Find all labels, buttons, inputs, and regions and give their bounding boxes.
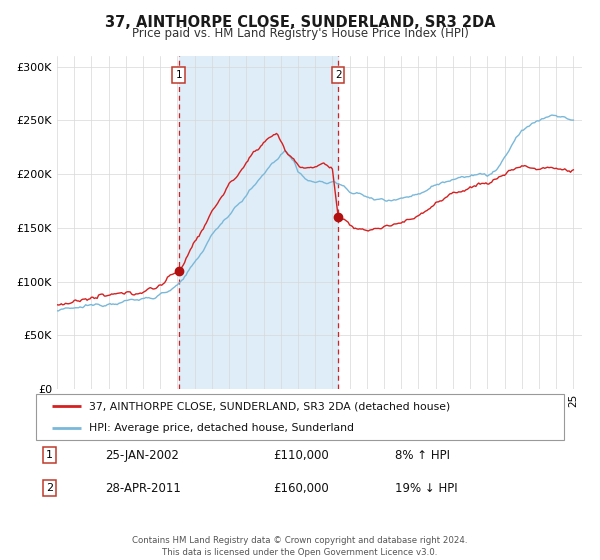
Text: £110,000: £110,000 [274,449,329,462]
Text: 28-APR-2011: 28-APR-2011 [104,482,181,495]
Text: £160,000: £160,000 [274,482,329,495]
Text: 37, AINTHORPE CLOSE, SUNDERLAND, SR3 2DA: 37, AINTHORPE CLOSE, SUNDERLAND, SR3 2DA [105,15,495,30]
Text: Contains HM Land Registry data © Crown copyright and database right 2024.
This d: Contains HM Land Registry data © Crown c… [132,536,468,557]
Text: 25-JAN-2002: 25-JAN-2002 [104,449,179,462]
Text: 2: 2 [46,483,53,493]
Text: 19% ↓ HPI: 19% ↓ HPI [395,482,458,495]
Text: 1: 1 [46,450,53,460]
Bar [179,56,338,389]
Text: Price paid vs. HM Land Registry's House Price Index (HPI): Price paid vs. HM Land Registry's House … [131,27,469,40]
FancyBboxPatch shape [36,394,564,440]
Text: 2: 2 [335,71,341,80]
Text: HPI: Average price, detached house, Sunderland: HPI: Average price, detached house, Sund… [89,423,354,433]
Text: 8% ↑ HPI: 8% ↑ HPI [395,449,450,462]
Text: 37, AINTHORPE CLOSE, SUNDERLAND, SR3 2DA (detached house): 37, AINTHORPE CLOSE, SUNDERLAND, SR3 2DA… [89,401,450,411]
Text: 1: 1 [175,71,182,80]
